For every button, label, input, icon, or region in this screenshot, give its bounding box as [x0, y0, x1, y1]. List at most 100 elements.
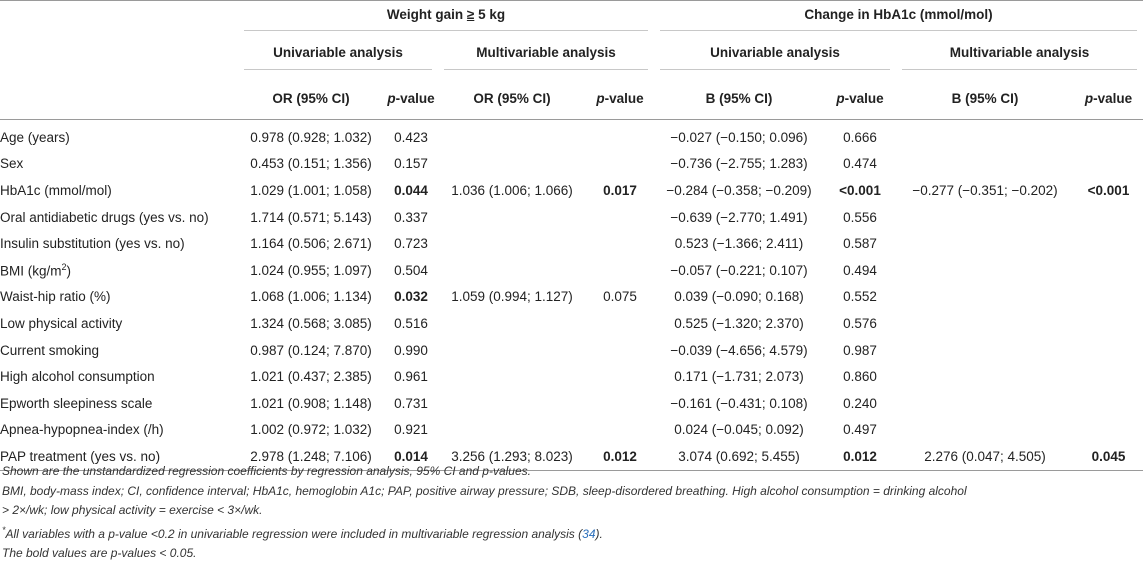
p-hba1c-univariable-cell: 0.666	[843, 129, 877, 145]
b-multivariable-cell	[896, 257, 1074, 284]
p-hba1c-multivariable-cell	[1074, 230, 1143, 257]
reference-link[interactable]: 34	[582, 526, 596, 541]
regression-table: Weight gain ≥ 5 kg Change in HbA1c (mmol…	[0, 0, 1143, 472]
p-hba1c-multivariable-cell	[1074, 310, 1143, 337]
subheader-hba1c-univariable: Univariable analysis	[654, 37, 896, 77]
p-weight-univariable-cell: 0.044	[394, 182, 428, 198]
or-multivariable-cell	[438, 204, 586, 231]
or-multivariable-cell	[438, 257, 586, 284]
p-hba1c-univariable-cell: 0.497	[843, 422, 877, 438]
p-weight-univariable-cell: 0.157	[394, 156, 428, 172]
or-multivariable-cell	[438, 417, 586, 444]
p-hba1c-univariable-cell: 0.860	[843, 369, 877, 385]
b-multivariable-cell	[896, 120, 1074, 151]
b-univariable-cell: −0.639 (−2.770; 1.491)	[670, 209, 808, 225]
or-univariable-cell: 1.021 (0.437; 2.385)	[250, 369, 372, 385]
p-weight-univariable-cell: 0.516	[394, 315, 428, 331]
col-p-weight-multivariable: p-value	[586, 77, 654, 120]
p-weight-univariable-cell: 0.032	[394, 289, 428, 305]
p-weight-multivariable-cell	[586, 337, 654, 364]
col-p-hba1c-univariable: p-value	[824, 77, 896, 120]
p-weight-univariable-cell: 0.723	[394, 236, 428, 252]
p-hba1c-univariable-cell: 0.587	[843, 236, 877, 252]
subheader-hba1c-multivariable: Multivariable analysis	[896, 37, 1143, 77]
b-univariable-cell: 0.024 (−0.045; 0.092)	[674, 422, 804, 438]
p-weight-multivariable-cell	[586, 310, 654, 337]
variable-cell: Low physical activity	[0, 315, 123, 331]
or-multivariable-cell	[438, 151, 586, 178]
b-multivariable-cell	[896, 363, 1074, 390]
variable-cell: Sex	[0, 156, 24, 172]
or-multivariable-cell	[438, 120, 586, 151]
p-hba1c-multivariable-cell	[1074, 390, 1143, 417]
variable-cell: BMI (kg/m2)	[0, 262, 72, 279]
p-weight-univariable-cell: 0.337	[394, 209, 428, 225]
b-univariable-cell: 0.525 (−1.320; 2.370)	[674, 315, 804, 331]
variable-cell: Current smoking	[0, 342, 100, 358]
p-weight-multivariable-cell	[586, 363, 654, 390]
variable-cell: Apnea-hypopnea-index (/h)	[0, 422, 164, 438]
b-multivariable-cell	[896, 230, 1074, 257]
p-hba1c-univariable-cell: 0.552	[843, 289, 877, 305]
variable-cell: Oral antidiabetic drugs (yes vs. no)	[0, 209, 209, 225]
table-footnotes: Shown are the unstandardized regression …	[2, 462, 1140, 564]
table-row: Waist-hip ratio (%) 1.068 (1.006; 1.134) 0…	[0, 284, 1143, 311]
p-weight-multivariable-cell	[586, 230, 654, 257]
b-multivariable-cell	[896, 310, 1074, 337]
table-row: BMI (kg/m2) 1.024 (0.955; 1.097) 0.504 −0.0…	[0, 257, 1143, 284]
or-univariable-cell: 1.324 (0.568; 3.085)	[250, 315, 372, 331]
subheader-weight-multivariable: Multivariable analysis	[438, 37, 654, 77]
or-multivariable-cell	[438, 230, 586, 257]
or-univariable-cell: 1.002 (0.972; 1.032)	[250, 422, 372, 438]
b-multivariable-cell	[896, 151, 1074, 178]
b-multivariable-cell	[896, 284, 1074, 311]
p-weight-univariable-cell: 0.731	[394, 395, 428, 411]
variable-cell: PAP treatment (yes vs. no)	[0, 443, 238, 472]
p-hba1c-multivariable-cell: <0.001	[1087, 182, 1130, 198]
b-multivariable-cell	[896, 390, 1074, 417]
or-multivariable-cell: 1.036 (1.006; 1.066)	[451, 182, 573, 198]
or-univariable-cell: 1.021 (0.908; 1.148)	[250, 395, 372, 411]
b-multivariable-cell: −0.277 (−0.351; −0.202)	[912, 182, 1058, 198]
table-row: Low physical activity 1.324 (0.568; 3.085…	[0, 310, 1143, 337]
p-weight-univariable-cell: 0.423	[394, 129, 428, 145]
col-or-multivariable: OR (95% CI)	[438, 77, 586, 120]
or-univariable-cell: 0.453 (0.151; 1.356)	[250, 156, 372, 172]
b-univariable-cell: 3.074 (0.692; 5.455)	[654, 443, 824, 472]
col-b-multivariable: B (95% CI)	[896, 77, 1074, 120]
or-univariable-cell: 1.164 (0.506; 2.671)	[250, 236, 372, 252]
group-header-weight-gain: Weight gain ≥ 5 kg	[238, 1, 654, 37]
p-weight-multivariable-cell	[586, 204, 654, 231]
p-hba1c-univariable-cell: 0.474	[843, 156, 877, 172]
p-hba1c-multivariable-cell	[1074, 337, 1143, 364]
b-multivariable-cell	[896, 337, 1074, 364]
footnote-line-4: The bold values are p-values < 0.05.	[2, 546, 197, 560]
table-row: HbA1c (mmol/mol) 1.029 (1.001; 1.058) 0.04…	[0, 177, 1143, 204]
table-row: Sex 0.453 (0.151; 1.356) 0.157 −0.736 (−2.7…	[0, 151, 1143, 178]
variable-cell: Insulin substitution (yes vs. no)	[0, 236, 185, 252]
table-row: Current smoking 0.987 (0.124; 7.870) 0.990…	[0, 337, 1143, 364]
or-multivariable-cell	[438, 310, 586, 337]
or-univariable-cell: 2.978 (1.248; 7.106)	[238, 443, 384, 472]
table-body: Age (years) 0.978 (0.928; 1.032) 0.423 −0.0…	[0, 120, 1143, 472]
variable-cell: Age (years)	[0, 129, 70, 145]
table-row: High alcohol consumption 1.021 (0.437; 2.…	[0, 363, 1143, 390]
p-weight-multivariable-cell: 0.075	[603, 289, 637, 305]
p-hba1c-multivariable-cell	[1074, 257, 1143, 284]
footnote-line-3: *All variables with a p-value <0.2 in un…	[2, 524, 603, 541]
p-weight-univariable-cell: 0.990	[394, 342, 428, 358]
p-hba1c-multivariable-cell	[1074, 120, 1143, 151]
asterisk-mark: *	[2, 524, 6, 535]
b-univariable-cell: 0.523 (−1.366; 2.411)	[674, 236, 804, 252]
table-row: Age (years) 0.978 (0.928; 1.032) 0.423 −0.0…	[0, 120, 1143, 151]
or-univariable-cell: 0.978 (0.928; 1.032)	[250, 129, 372, 145]
p-hba1c-univariable-cell: 0.240	[843, 395, 877, 411]
b-univariable-cell: 0.039 (−0.090; 0.168)	[674, 289, 804, 305]
col-p-hba1c-multivariable: p-value	[1074, 77, 1143, 120]
p-hba1c-univariable-cell: 0.576	[843, 315, 877, 331]
p-hba1c-univariable-cell: 0.494	[843, 262, 877, 278]
p-hba1c-multivariable-cell	[1074, 204, 1143, 231]
variable-cell: Epworth sleepiness scale	[0, 395, 153, 411]
table-row: Insulin substitution (yes vs. no) 1.164 (…	[0, 230, 1143, 257]
